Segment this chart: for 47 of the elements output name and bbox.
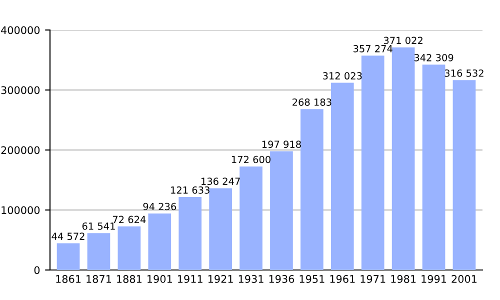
- x-tick-label: 1961: [330, 275, 355, 283]
- data-label: 121 633: [171, 186, 210, 194]
- bar: [392, 47, 415, 270]
- data-label: 357 274: [353, 45, 392, 52]
- bar: [178, 197, 202, 270]
- bar: [422, 64, 446, 270]
- bar: [87, 233, 110, 270]
- data-label: 72 624: [112, 216, 146, 224]
- y-tick-label: 100000: [2, 206, 40, 214]
- bar: [452, 80, 476, 270]
- y-tick-label: 400000: [1, 26, 40, 34]
- data-label: 172 600: [232, 156, 270, 164]
- data-label: 136 247: [202, 178, 240, 185]
- bar: [240, 166, 262, 270]
- data-label: 316 532: [444, 69, 484, 77]
- x-tick-label: 1951: [300, 275, 324, 283]
- data-label: 371 022: [384, 36, 422, 44]
- data-label: 44 572: [52, 232, 84, 240]
- x-tick-label: 1991: [422, 275, 446, 283]
- x-tick-label: 1901: [148, 275, 172, 283]
- y-tick-label: 300000: [1, 86, 40, 94]
- x-tick-label: 1911: [178, 275, 202, 283]
- bar: [118, 226, 141, 270]
- x-tick-label: 1861: [56, 275, 81, 283]
- x-tick-label: 1871: [86, 275, 112, 283]
- x-tick-label: 2001: [452, 275, 477, 283]
- data-label: 268 183: [292, 98, 332, 106]
- y-tick-label: 200000: [1, 146, 40, 154]
- x-tick-label: 1936: [269, 275, 294, 283]
- data-label: 94 236: [143, 202, 176, 210]
- bar: [209, 188, 232, 270]
- bar: [300, 109, 324, 270]
- bar: [270, 151, 293, 270]
- x-tick-label: 1881: [117, 275, 142, 283]
- x-tick-label: 1921: [208, 275, 233, 283]
- bar: [330, 82, 354, 270]
- data-label: 61 541: [82, 222, 115, 230]
- x-tick-label: 1981: [391, 275, 416, 283]
- x-tick-label: 1931: [238, 275, 264, 283]
- data-label: 312 023: [323, 72, 362, 80]
- bar: [148, 213, 172, 270]
- data-label: 342 309: [414, 54, 454, 62]
- x-tick-label: 1971: [360, 275, 386, 283]
- bar: [361, 56, 384, 270]
- data-label: 197 918: [262, 140, 301, 148]
- bar: [56, 243, 80, 270]
- y-tick-label: 0: [34, 266, 40, 274]
